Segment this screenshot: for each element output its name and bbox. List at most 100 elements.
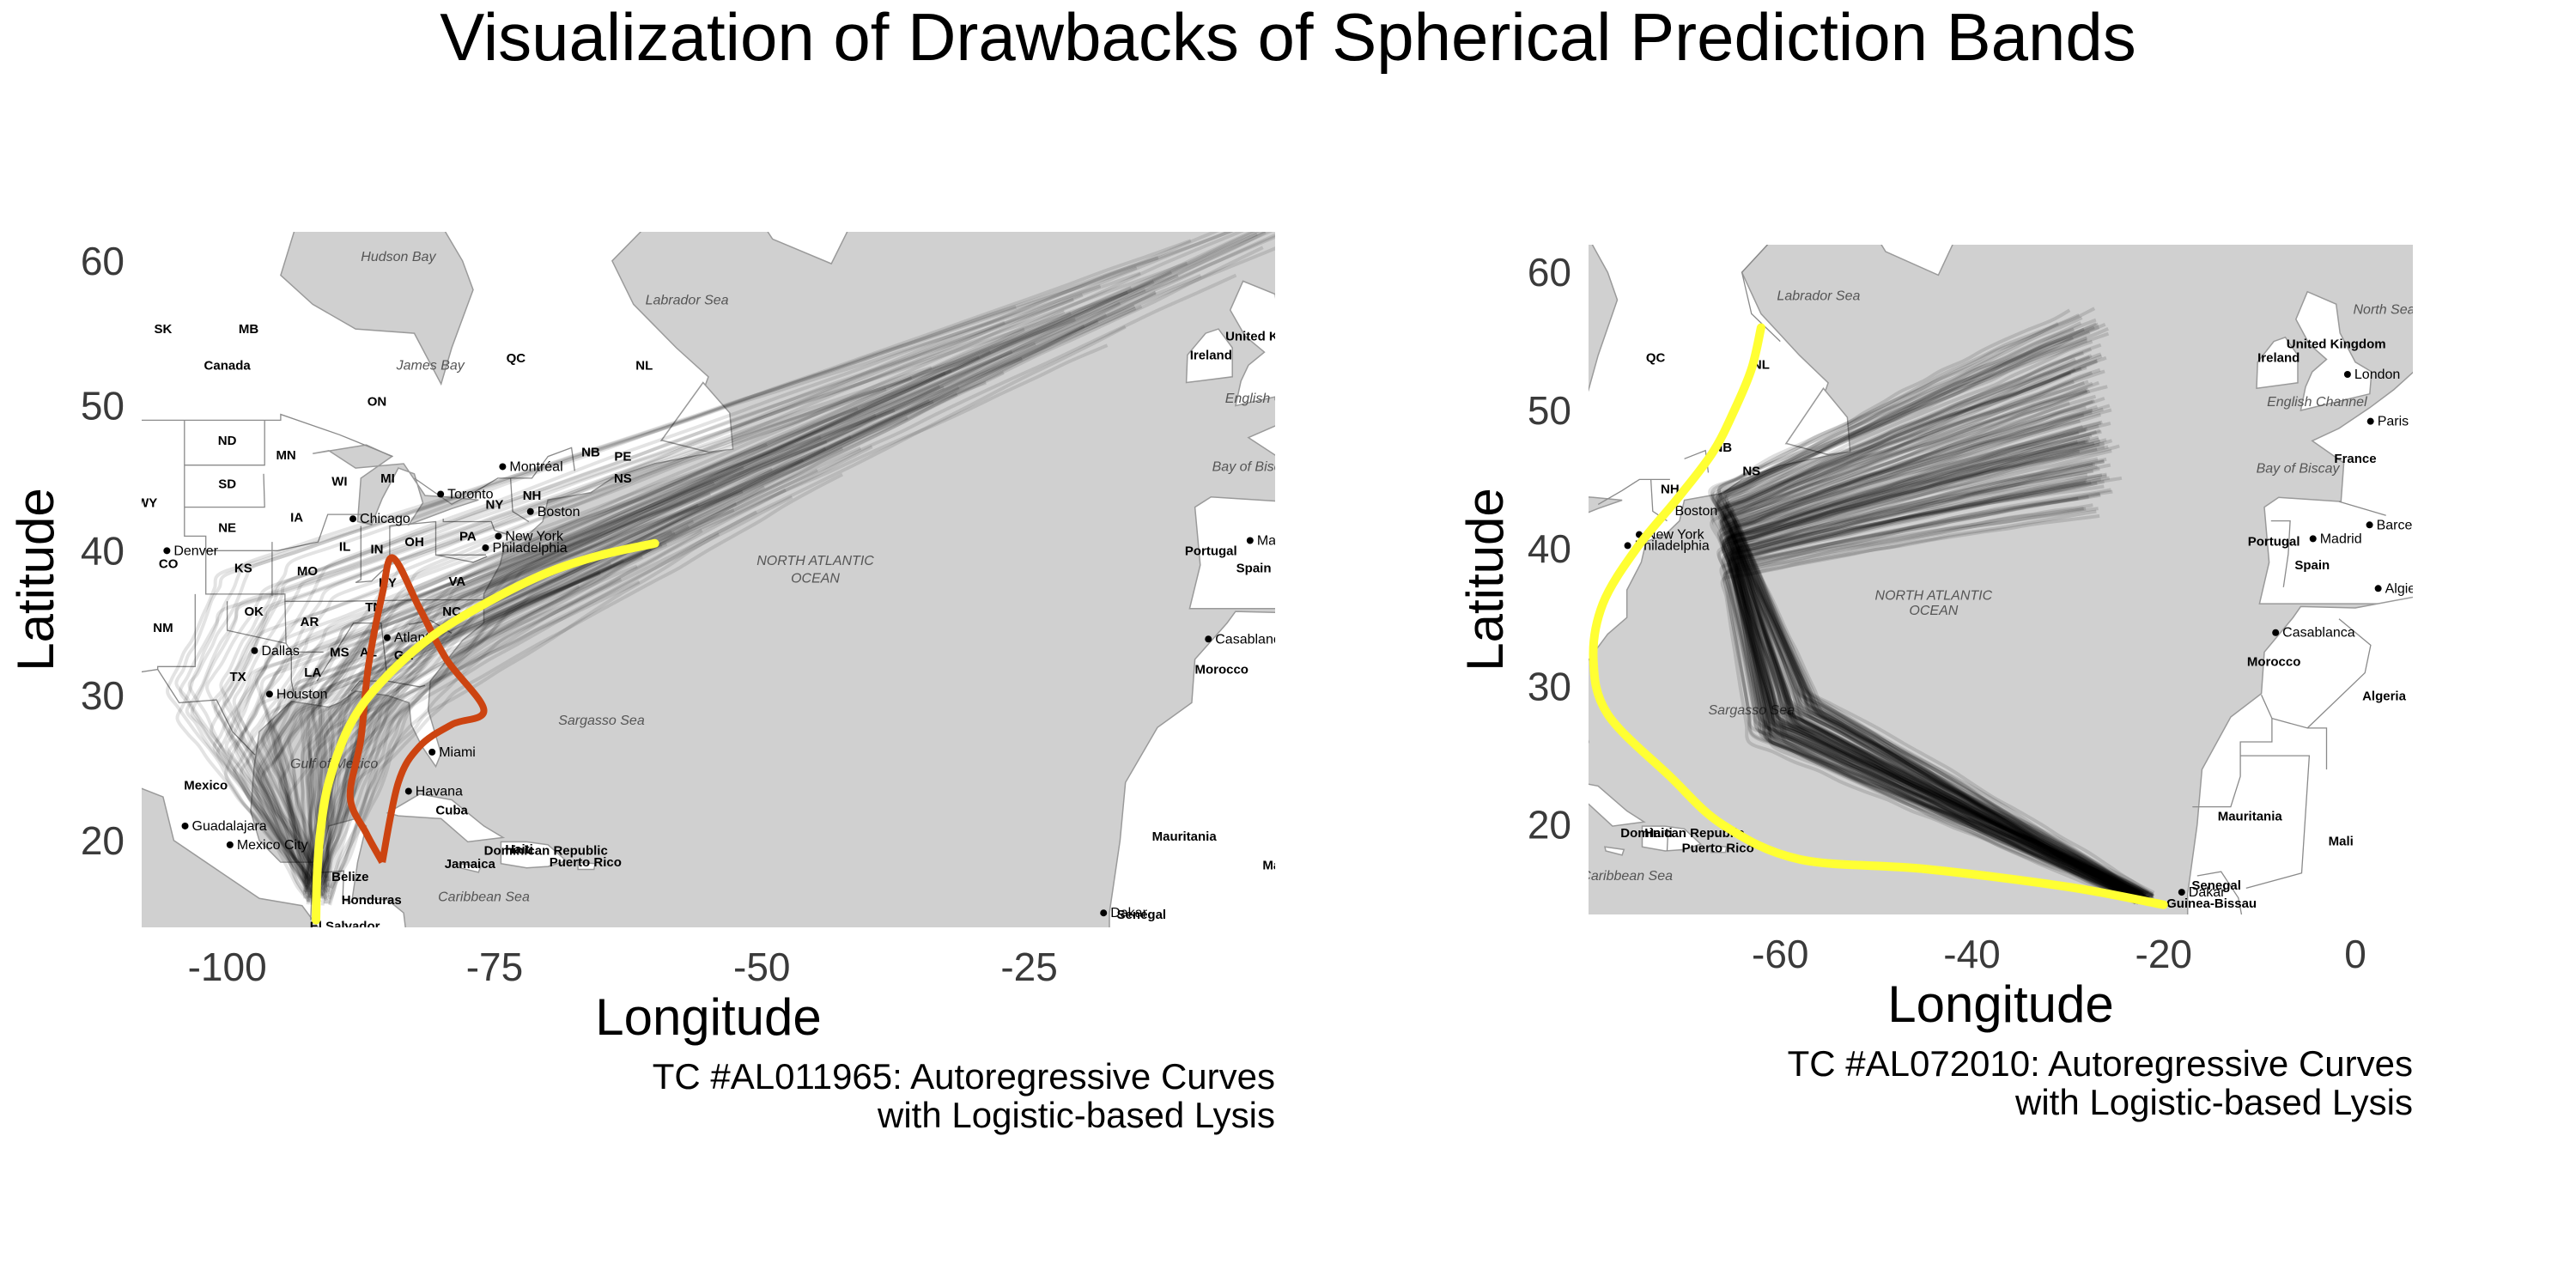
right-y-axis-label: Latitude [1456, 488, 1514, 671]
right-city-dot [2344, 371, 2351, 378]
left-city-dot [349, 515, 356, 522]
left-map-label: NM [153, 621, 173, 635]
right-map-label: Guinea-Bissau [2166, 896, 2257, 911]
figure-title: Visualization of Drawbacks of Spherical … [440, 0, 2136, 75]
right-y-tick-label: 60 [1528, 250, 1571, 295]
left-map-label: NL [635, 358, 653, 373]
left-map-label: Hudson Bay [361, 250, 436, 264]
right-city-dot [2178, 889, 2185, 896]
left-map-label: Mauritania [1152, 829, 1218, 844]
right-map-label: Morocco [2247, 655, 2301, 670]
right-map-label: Paris [2378, 415, 2409, 429]
right-city-dot [2366, 521, 2373, 528]
left-city-dot [1247, 538, 1254, 544]
left-y-tick-label: 60 [81, 239, 125, 283]
right-map-label: Mali [2329, 835, 2354, 849]
left-map-label: NE [218, 520, 236, 535]
panel-al072010: Labrador SeaNorth SeaNORTH ATLANTICOCEAN… [1109, 0, 2576, 1122]
left-map-label: English Channel [1225, 392, 1326, 406]
left-x-tick-label: -50 [733, 945, 790, 989]
left-map-label: ND [218, 434, 237, 448]
left-city-dot [227, 841, 234, 848]
right-map-label: Caribbean Sea [1581, 869, 1673, 884]
left-map-label: NORTH ATLANTIC [756, 554, 874, 568]
right-city-dot [2375, 585, 2382, 592]
right-map-label: London [2354, 368, 2400, 382]
right-map-label: English Channel [2267, 395, 2367, 410]
left-map-label: London [1296, 373, 1341, 387]
right-map-label: Madrid [2320, 532, 2362, 546]
left-map-label: Caribbean Sea [438, 890, 530, 905]
right-map-label: Spain [2294, 558, 2330, 573]
right-city-dot [2310, 535, 2317, 542]
left-y-tick-label: 20 [81, 818, 125, 863]
right-city-dot [2367, 418, 2374, 425]
left-map-label: SK [154, 322, 172, 337]
right-x-tick-label: -60 [1752, 932, 1808, 976]
right-water-hudson-bay [1445, 217, 1618, 390]
right-map-label: NORTH ATLANTIC [1875, 588, 1993, 603]
left-map-label: OCEAN [791, 571, 840, 586]
left-map-label: Havana [416, 784, 463, 799]
right-caption-line1: TC #AL072010: Autoregressive Curves [1788, 1043, 2413, 1084]
left-map-label: ON [368, 395, 387, 410]
right-map-label: Bay of Biscay [2257, 461, 2341, 476]
left-caption-line1: TC #AL011965: Autoregressive Curves [653, 1056, 1275, 1097]
left-map-label: MI [380, 471, 395, 486]
right-y-tick-label: 50 [1528, 388, 1571, 433]
left-x-ticks: -100 -75 -50 -25 [188, 945, 1058, 989]
left-map-label: Jamaica [445, 857, 496, 872]
right-map-label: Ireland [2257, 351, 2300, 366]
left-map-label: MN [276, 448, 295, 463]
left-y-ticks: 20 30 40 50 60 [81, 239, 125, 863]
left-land-iceland [1040, 167, 1152, 211]
left-city-dot [1205, 635, 1212, 642]
right-map-label: Senegal [2191, 878, 2241, 893]
left-city-dot [182, 823, 189, 829]
right-x-axis-label: Longitude [1887, 975, 2114, 1033]
right-x-tick-label: -20 [2136, 932, 2192, 976]
right-map-label: Barcelona [2377, 518, 2439, 532]
left-city-dot [428, 749, 435, 756]
panel-al011965: Hudson BayLabrador SeaJames BayNORTH ATL… [0, 0, 1618, 1135]
left-map-label: Bay of Biscay [1212, 459, 1297, 474]
left-map-label: Sargasso Sea [558, 714, 645, 728]
right-y-tick-label: 40 [1528, 526, 1571, 571]
right-map-label: Portugal [2248, 535, 2300, 550]
left-map-label: Morocco [1194, 663, 1249, 677]
left-map-label: Portugal [1185, 544, 1237, 558]
left-map-label: Puerto Rico [550, 855, 622, 870]
right-map-label: Casablanca [2282, 626, 2355, 641]
left-map-label: Labrador Sea [646, 293, 729, 307]
left-map-label: MB [239, 322, 258, 337]
left-map-label: WI [331, 474, 347, 489]
left-city-dot [1100, 909, 1107, 916]
right-map-label: QC [1646, 351, 1666, 366]
left-city-dot [163, 547, 170, 554]
left-map-label: Denver [173, 544, 218, 558]
left-caption-line2: with Logistic-based Lysis [877, 1095, 1275, 1135]
right-map-label: Mauritania [2218, 810, 2283, 824]
left-map-label: Guinea-Bissau [1091, 931, 1182, 945]
left-x-tick-label: -100 [188, 945, 267, 989]
left-city-dot [1285, 376, 1292, 383]
left-city-dot [405, 787, 412, 794]
left-map-label: Senegal [1117, 908, 1167, 922]
left-map-label: Mexico [184, 779, 228, 793]
left-y-axis-label: Latitude [7, 488, 64, 671]
right-x-ticks: -60 -40 -20 0 [1752, 932, 2366, 976]
left-x-tick-label: -25 [1000, 945, 1057, 989]
left-y-tick-label: 30 [81, 673, 125, 718]
right-caption-line2: with Logistic-based Lysis [2014, 1082, 2413, 1122]
left-map-label: CO [159, 557, 179, 572]
right-city-dot [2272, 629, 2279, 636]
left-map-label: United Kingdom [1225, 330, 1325, 344]
right-map-label: Algeria [2362, 690, 2407, 704]
right-y-ticks: 2030405060 [1528, 250, 1571, 847]
right-land-iceland [2125, 183, 2226, 226]
left-map-label: Mali [1262, 859, 1287, 873]
right-map-label: United Kingdom [2287, 337, 2386, 352]
left-map-label: Cuba [435, 803, 468, 817]
right-map-label: Algiers [2385, 581, 2427, 596]
